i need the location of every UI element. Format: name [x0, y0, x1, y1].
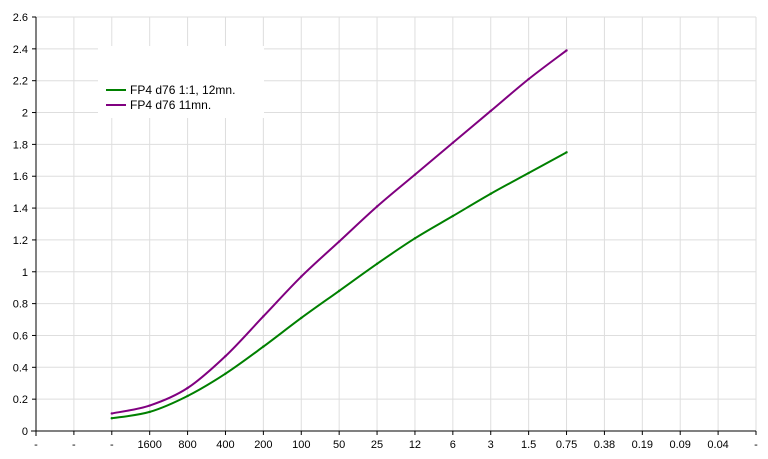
- y-tick-label: 2.6: [13, 12, 28, 24]
- series-1-point: [451, 214, 455, 218]
- series-1-point: [375, 262, 379, 266]
- x-tick-label: 100: [292, 439, 310, 451]
- x-tick-label: -: [34, 439, 38, 451]
- x-tick-label: 1600: [137, 439, 161, 451]
- series-lines: [110, 49, 568, 420]
- series-2-point: [527, 77, 530, 81]
- x-tick-label: 25: [371, 439, 383, 451]
- y-tick-label: 1.8: [13, 139, 28, 151]
- x-tick-label: 0.04: [707, 439, 728, 451]
- x-tick-label: -: [72, 439, 76, 451]
- x-tick-label: 3: [488, 439, 494, 451]
- series-1-point: [110, 417, 113, 420]
- series-2-point: [337, 240, 341, 243]
- series-2-point: [300, 275, 303, 278]
- y-tick-label: 0.2: [13, 394, 28, 406]
- x-tick-label: 6: [450, 439, 456, 451]
- x-tick-label: 0.09: [669, 439, 690, 451]
- x-tick-label: 200: [254, 439, 272, 451]
- series-1-point: [527, 171, 530, 175]
- y-tick-label: 2.2: [13, 76, 28, 88]
- x-tick-label: -: [110, 439, 114, 451]
- y-tick-label: 1.6: [13, 171, 28, 183]
- series-1-point: [224, 372, 227, 375]
- y-tick-label: 2: [22, 108, 28, 120]
- series-2-point: [413, 173, 417, 176]
- y-tick-label: 2.4: [13, 44, 28, 56]
- series-1-point: [148, 410, 151, 414]
- x-tick-label: 400: [216, 439, 234, 451]
- series-1-point: [337, 289, 341, 293]
- legend: FP4 d76 1:1, 12mn.FP4 d76 11mn.: [98, 46, 264, 118]
- x-tick-label: 0.75: [556, 439, 577, 451]
- y-tick-label: 0.8: [13, 299, 28, 311]
- series-1-point: [262, 345, 265, 348]
- series-2-point: [489, 109, 492, 113]
- y-tick-label: 1.4: [13, 203, 28, 215]
- x-axis-tick-labels: - - - 1600 800 400 200 100 50 25 12 6 3 1.5 0.75 0.38 0.…: [34, 439, 758, 451]
- y-tick-label: 1: [22, 267, 28, 279]
- y-tick-label: 0.6: [13, 330, 28, 342]
- series-2-point: [565, 49, 568, 52]
- series-2-point: [375, 205, 379, 208]
- y-tick-label: 0: [22, 426, 28, 438]
- x-tick-label: -: [754, 439, 758, 451]
- x-tick-label: 50: [333, 439, 345, 451]
- series-1-point: [186, 394, 189, 398]
- x-tick-label: 800: [178, 439, 196, 451]
- series-1-point: [413, 237, 417, 240]
- x-tick-label: 0.19: [632, 439, 653, 451]
- series-2-point: [224, 354, 227, 358]
- series-2-point: [110, 412, 113, 415]
- x-tick-label: 1.5: [521, 439, 536, 451]
- series-2-point: [186, 386, 189, 390]
- legend-label: FP4 d76 11mn.: [130, 98, 211, 112]
- x-tick-label: 0.38: [594, 439, 615, 451]
- series-2-point: [451, 141, 455, 144]
- x-tick-label: 12: [409, 439, 421, 451]
- axes: [31, 16, 757, 436]
- series-1-point: [300, 316, 303, 320]
- legend-label: FP4 d76 1:1, 12mn.: [130, 83, 235, 97]
- series-2-point: [148, 404, 151, 407]
- series-1-point: [489, 192, 492, 195]
- series-1-point: [565, 151, 568, 154]
- y-axis-tick-labels: 0 0.2 0.4 0.6 0.8 1 1.2 1.4 1.6 1.8 2 2.2 2.4 2.6: [13, 12, 28, 438]
- y-tick-label: 1.2: [13, 235, 28, 247]
- y-tick-label: 0.4: [13, 362, 28, 374]
- series-2-point: [262, 315, 265, 318]
